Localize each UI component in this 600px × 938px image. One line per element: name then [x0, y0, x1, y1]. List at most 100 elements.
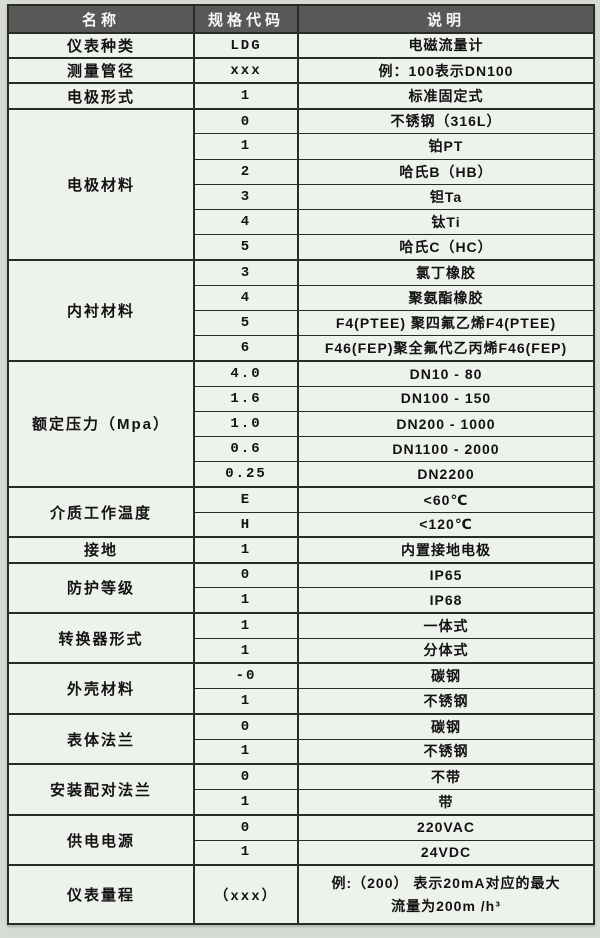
table-row: 外壳材料 -0 碳钢: [7, 662, 594, 714]
section-name-cell: 介质工作温度: [7, 485, 194, 538]
table-row: 内衬材料 3 氯丁橡胶: [7, 258, 594, 361]
desc-cell: 哈氏B（HB）: [297, 158, 594, 185]
column-header-desc: 说明: [297, 5, 594, 34]
section-name-cell: 电极形式: [7, 82, 194, 109]
code-cell: 3: [193, 183, 298, 210]
table-row: 1.0 DN200 - 1000: [8, 410, 594, 437]
desc-cell: <60℃: [297, 485, 594, 513]
desc-cell: 碳钢: [297, 712, 594, 740]
table-row: 1 分体式: [8, 637, 594, 664]
code-cell: LDG: [193, 31, 298, 59]
code-cell: 1: [193, 536, 298, 563]
section-name-cell: 仪表量程: [7, 864, 194, 924]
desc-cell: 标准固定式: [297, 82, 594, 109]
table-row: 电极材料 0 不锈钢（316L）: [7, 107, 594, 260]
desc-cell: DN100 - 150: [297, 385, 594, 412]
desc-cell: IP68: [297, 587, 594, 614]
desc-cell: DN10 - 80: [297, 359, 594, 387]
table-row: 接地 1 内置接地电极: [7, 536, 594, 563]
table-row: H <120℃: [8, 511, 594, 538]
desc-cell: 聚氨酯橡胶: [297, 284, 594, 311]
section-name-cell: 转换器形式: [7, 612, 194, 664]
section-name-cell: 额定压力（Mpa）: [7, 359, 194, 487]
code-cell: 0: [193, 107, 298, 134]
table-row: 4 钛Ti: [8, 209, 594, 235]
desc-cell: 钛Ti: [297, 209, 594, 235]
table-row: 1 IP68: [8, 587, 594, 614]
desc-cell: 220VAC: [297, 813, 594, 840]
table-row: 转换器形式 1 一体式: [7, 612, 594, 664]
code-cell: -0: [193, 662, 298, 689]
table-row: 6 F46(FEP)聚全氟代乙丙烯F46(FEP): [8, 335, 594, 361]
code-cell: 0.25: [193, 461, 298, 487]
column-header-name: 名称: [7, 5, 194, 34]
table-row: 电极形式 1 标准固定式: [7, 82, 594, 109]
table-row: 1 铂PT: [8, 133, 594, 160]
table-row: 1 不锈钢: [8, 688, 594, 714]
code-cell: 1: [193, 738, 298, 765]
code-cell: 1.6: [193, 385, 298, 412]
code-cell: 1: [193, 587, 298, 614]
table-row: 4 聚氨酯橡胶: [8, 284, 594, 311]
table-row: 仪表种类 LDG 电磁流量计: [7, 31, 594, 59]
table-row: 表体法兰 0 碳钢: [7, 712, 594, 765]
table-row: 仪表量程 （xxx） 例:（200） 表示20mA对应的最大 流量为200m /h³: [7, 864, 594, 924]
code-cell: （xxx）: [193, 864, 298, 924]
code-cell: 5: [193, 234, 298, 260]
code-cell: 4: [193, 284, 298, 311]
code-cell: 0: [193, 561, 298, 588]
desc-cell: 例：100表示DN100: [297, 57, 594, 84]
code-cell: 1: [193, 839, 298, 866]
desc-cell: 电磁流量计: [297, 31, 594, 59]
code-cell: 5: [193, 309, 298, 336]
code-cell: 1: [193, 612, 298, 639]
code-cell: 4: [193, 209, 298, 235]
desc-cell: 不锈钢: [297, 688, 594, 714]
section-name-cell: 测量管径: [7, 57, 194, 84]
desc-cell: 不锈钢（316L）: [297, 107, 594, 134]
code-cell: 4.0: [193, 359, 298, 387]
section-name-cell: 防护等级: [7, 561, 194, 614]
section-name-cell: 接地: [7, 536, 194, 563]
code-cell: xxx: [193, 57, 298, 84]
desc-cell: <120℃: [297, 511, 594, 538]
desc-cell: 内置接地电极: [297, 536, 594, 563]
desc-cell: 一体式: [297, 612, 594, 639]
code-cell: 0.6: [193, 435, 298, 462]
desc-cell: DN2200: [297, 461, 594, 487]
column-header-code: 规格代码: [193, 5, 298, 34]
desc-cell: 带: [297, 789, 594, 815]
code-cell: 2: [193, 158, 298, 185]
code-cell: 1: [193, 133, 298, 160]
section-name-cell: 表体法兰: [7, 712, 194, 765]
code-cell: 1: [193, 637, 298, 664]
desc-cell: 钽Ta: [297, 183, 594, 210]
section-name-cell: 内衬材料: [7, 258, 194, 361]
code-cell: 1: [193, 789, 298, 815]
table-row: 5 F4(PTEE) 聚四氟乙烯F4(PTEE): [8, 309, 594, 336]
table-row: 0.6 DN1100 - 2000: [8, 435, 594, 462]
table-row: 供电电源 0 220VAC: [7, 813, 594, 866]
section-name-cell: 安装配对法兰: [7, 763, 194, 815]
desc-cell: IP65: [297, 561, 594, 588]
code-cell: E: [193, 485, 298, 513]
code-cell: 1: [193, 82, 298, 109]
table-row: 测量管径 xxx 例：100表示DN100: [7, 57, 594, 84]
desc-cell: 不带: [297, 763, 594, 790]
code-cell: 1: [193, 688, 298, 714]
spec-table-header: 名称 规格代码 说明: [7, 5, 594, 34]
code-cell: 3: [193, 258, 298, 286]
desc-cell: 不锈钢: [297, 738, 594, 765]
table-row: 1 24VDC: [8, 839, 594, 866]
section-name-cell: 电极材料: [7, 107, 194, 260]
table-row: 安装配对法兰 0 不带: [7, 763, 594, 815]
code-cell: H: [193, 511, 298, 538]
desc-cell: F46(FEP)聚全氟代乙丙烯F46(FEP): [297, 335, 594, 361]
table-row: 5 哈氏C（HC）: [8, 234, 594, 260]
section-name-cell: 外壳材料: [7, 662, 194, 714]
desc-cell: DN1100 - 2000: [297, 435, 594, 462]
table-row: 介质工作温度 E <60℃: [7, 485, 594, 538]
desc-cell: 哈氏C（HC）: [297, 234, 594, 260]
